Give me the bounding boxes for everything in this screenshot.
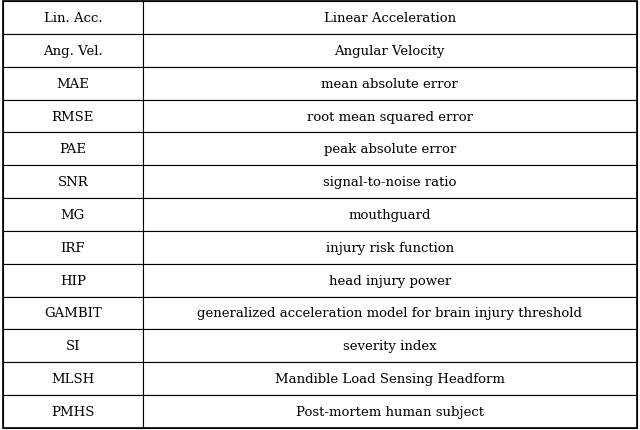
Bar [3, 231, 143, 264]
Text: SNR: SNR [58, 176, 88, 189]
Bar [3, 166, 143, 199]
Text: RMSE: RMSE [52, 110, 94, 123]
Bar [3, 330, 143, 362]
Bar [3, 100, 143, 133]
Text: GAMBIT: GAMBIT [44, 307, 102, 320]
Bar [143, 100, 637, 133]
Bar [143, 362, 637, 395]
Text: peak absolute error: peak absolute error [324, 143, 456, 156]
Text: Post-mortem human subject: Post-mortem human subject [296, 405, 484, 418]
Text: PMHS: PMHS [51, 405, 95, 418]
Bar [143, 35, 637, 68]
Text: head injury power: head injury power [328, 274, 451, 287]
Bar [143, 395, 637, 428]
Text: mean absolute error: mean absolute error [321, 77, 458, 90]
Text: mouthguard: mouthguard [348, 209, 431, 221]
Text: SI: SI [66, 340, 80, 353]
Bar [3, 362, 143, 395]
Bar [143, 68, 637, 100]
Bar [143, 264, 637, 297]
Text: MG: MG [61, 209, 85, 221]
Bar [143, 2, 637, 35]
Bar [143, 166, 637, 199]
Text: MLSH: MLSH [51, 372, 95, 385]
Text: IRF: IRF [61, 241, 85, 254]
Text: MAE: MAE [56, 77, 90, 90]
Text: generalized acceleration model for brain injury threshold: generalized acceleration model for brain… [197, 307, 582, 320]
Bar [143, 330, 637, 362]
Text: HIP: HIP [60, 274, 86, 287]
Bar [143, 297, 637, 330]
Bar [3, 2, 143, 35]
Text: Ang. Vel.: Ang. Vel. [43, 45, 103, 58]
Bar [3, 68, 143, 100]
Bar [3, 297, 143, 330]
Text: Lin. Acc.: Lin. Acc. [44, 12, 102, 25]
Text: severity index: severity index [343, 340, 436, 353]
Text: Mandible Load Sensing Headform: Mandible Load Sensing Headform [275, 372, 504, 385]
Bar [3, 395, 143, 428]
Bar [143, 231, 637, 264]
Text: Angular Velocity: Angular Velocity [335, 45, 445, 58]
Bar [3, 133, 143, 166]
Text: injury risk function: injury risk function [326, 241, 454, 254]
Text: Linear Acceleration: Linear Acceleration [324, 12, 456, 25]
Bar [3, 199, 143, 231]
Bar [3, 35, 143, 68]
Text: PAE: PAE [60, 143, 86, 156]
Text: root mean squared error: root mean squared error [307, 110, 473, 123]
Bar [143, 133, 637, 166]
Bar [3, 264, 143, 297]
Bar [143, 199, 637, 231]
Text: signal-to-noise ratio: signal-to-noise ratio [323, 176, 456, 189]
